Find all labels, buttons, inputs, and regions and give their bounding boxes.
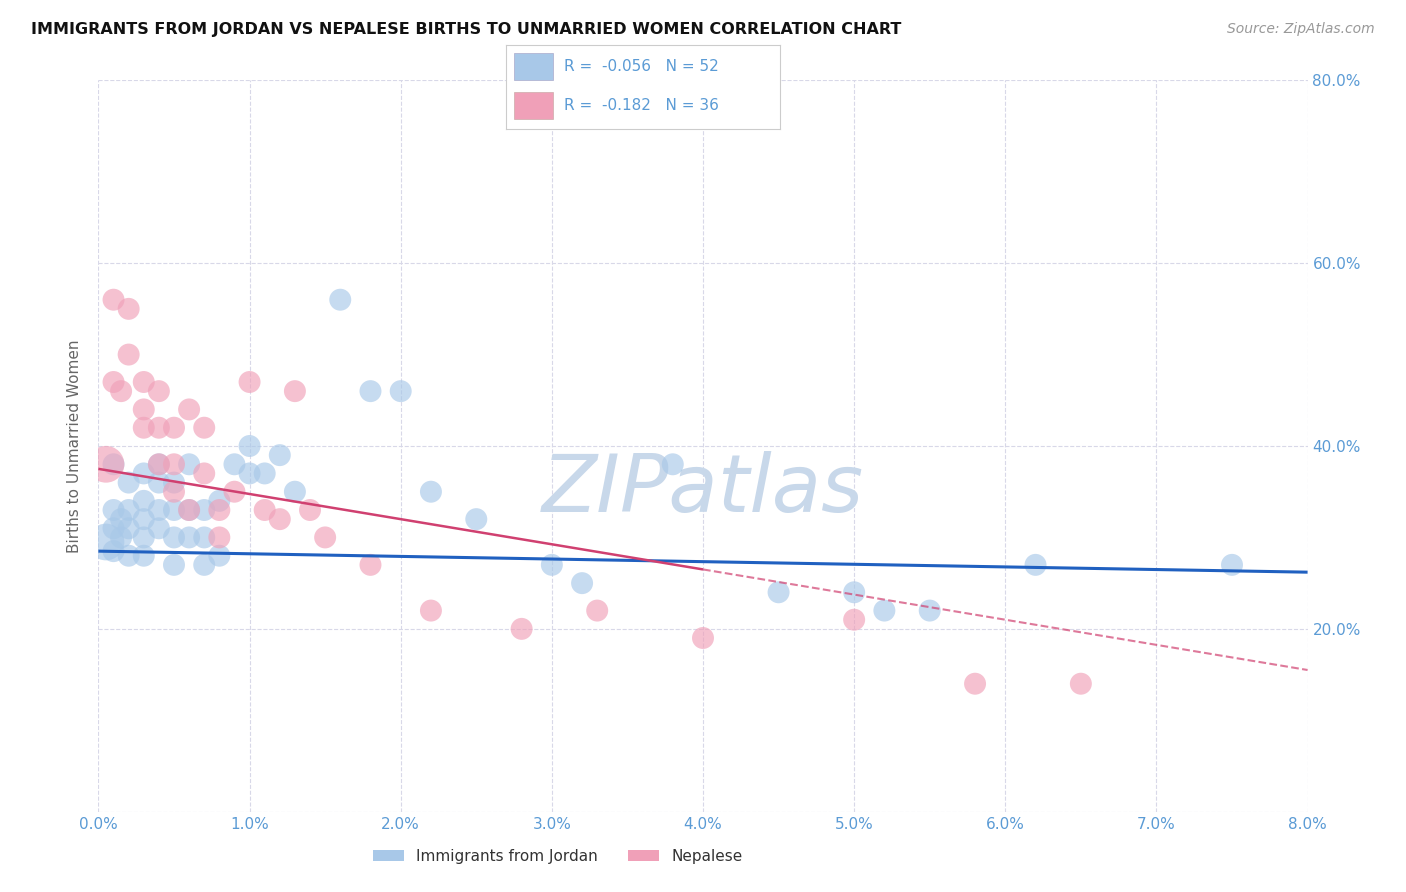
Point [193,467,215,481]
Point [103,293,125,307]
Point [103,375,125,389]
Text: Source: ZipAtlas.com: Source: ZipAtlas.com [1227,22,1375,37]
Point [284,484,307,499]
Point [329,293,352,307]
FancyBboxPatch shape [515,92,553,120]
Point [965,676,987,690]
Point [118,301,141,316]
Point [110,384,132,398]
Point [844,585,866,599]
Point [94,535,117,549]
Point [208,503,231,517]
Point [118,521,141,535]
Point [163,475,186,490]
Point [118,503,141,517]
Point [193,558,215,572]
Point [193,421,215,435]
Point [873,603,896,617]
Point [148,457,170,471]
Point [163,421,186,435]
Point [269,448,291,462]
Point [179,457,201,471]
Point [132,530,155,544]
Point [118,347,141,362]
Point [132,512,155,526]
Point [103,544,125,558]
Point [148,421,170,435]
Point [299,503,322,517]
Point [540,558,562,572]
Text: IMMIGRANTS FROM JORDAN VS NEPALESE BIRTHS TO UNMARRIED WOMEN CORRELATION CHART: IMMIGRANTS FROM JORDAN VS NEPALESE BIRTH… [31,22,901,37]
Point [179,503,201,517]
Point [918,603,941,617]
Point [269,512,291,526]
Point [239,467,262,481]
Point [132,375,155,389]
Point [179,402,201,417]
Text: ZIPatlas: ZIPatlas [541,450,865,529]
Point [179,530,201,544]
FancyBboxPatch shape [515,54,553,80]
Point [118,549,141,563]
Point [1220,558,1243,572]
Point [224,457,246,471]
Point [253,503,276,517]
Point [148,457,170,471]
Point [132,402,155,417]
Point [389,384,412,398]
Point [118,475,141,490]
Point [193,530,215,544]
Point [132,494,155,508]
Point [239,375,262,389]
Point [571,576,593,591]
Point [844,613,866,627]
Point [110,512,132,526]
Point [163,530,186,544]
Point [163,558,186,572]
Point [148,475,170,490]
Text: R =  -0.056   N = 52: R = -0.056 N = 52 [564,59,718,74]
Point [148,503,170,517]
Point [284,384,307,398]
Point [103,503,125,517]
Point [132,549,155,563]
Point [465,512,488,526]
Point [239,439,262,453]
Point [103,457,125,471]
Point [1070,676,1092,690]
Point [420,484,443,499]
Point [1025,558,1047,572]
Point [692,631,714,645]
Text: R =  -0.182   N = 36: R = -0.182 N = 36 [564,98,718,113]
Point [132,421,155,435]
Point [163,484,186,499]
Point [110,530,132,544]
Point [163,457,186,471]
Point [224,484,246,499]
Point [360,384,382,398]
Point [420,603,443,617]
Point [510,622,533,636]
Point [103,521,125,535]
Point [163,503,186,517]
Y-axis label: Births to Unmarried Women: Births to Unmarried Women [67,339,83,553]
Point [208,530,231,544]
Point [253,467,276,481]
Point [94,457,117,471]
Point [314,530,336,544]
Point [661,457,683,471]
Point [768,585,790,599]
Point [193,503,215,517]
Point [148,521,170,535]
Point [208,549,231,563]
Point [179,503,201,517]
Point [132,467,155,481]
Point [586,603,609,617]
Point [208,494,231,508]
Legend: Immigrants from Jordan, Nepalese: Immigrants from Jordan, Nepalese [367,843,748,870]
Point [360,558,382,572]
Point [148,384,170,398]
